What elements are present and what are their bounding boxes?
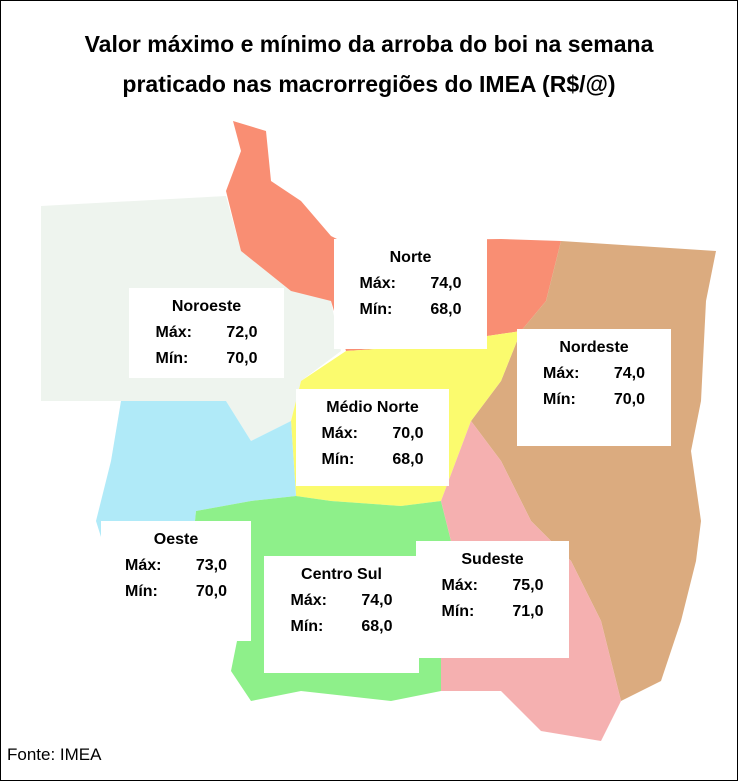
max-row: Máx: 74,0 — [334, 275, 487, 293]
title-line: Valor máximo e mínimo da arroba do boi n… — [84, 31, 654, 57]
min-label: Mín: — [543, 391, 576, 408]
max-label: Máx: — [155, 324, 192, 341]
min-label: Mín: — [155, 350, 189, 367]
region-name: Médio Norte — [326, 399, 419, 416]
region-label-box: Oeste Máx: 73,0 Mín: 70,0 — [101, 521, 251, 641]
min-row: Mín: 70,0 — [129, 350, 284, 368]
region-label-box: Norte Máx: 74,0 Mín: 68,0 — [334, 239, 487, 349]
max-value: 72,0 — [226, 324, 258, 341]
region-label-box: Centro Sul Máx: 74,0 Mín: 68,0 — [264, 556, 419, 673]
max-row: Máx: 72,0 — [129, 324, 284, 342]
min-row: Mín: 68,0 — [264, 618, 419, 636]
region-label-box: Noroeste Máx: 72,0 Mín: 70,0 — [129, 288, 284, 378]
region-name: Oeste — [153, 531, 199, 548]
min-value: 70,0 — [195, 583, 227, 600]
max-value: 74,0 — [430, 275, 462, 292]
min-row: Mín: 70,0 — [101, 583, 251, 601]
title-line: praticado nas macrorregiões do IMEA (R$/… — [122, 71, 616, 97]
max-row: Máx: 70,0 — [296, 425, 449, 443]
min-row: Mín: 68,0 — [334, 301, 487, 319]
max-label: Máx: — [441, 577, 478, 594]
max-value: 74,0 — [613, 365, 645, 382]
max-label: Máx: — [543, 365, 580, 382]
min-label: Mín: — [321, 451, 355, 468]
region-name: Noroeste — [171, 298, 242, 315]
max-label: Máx: — [125, 557, 162, 574]
max-label: Máx: — [290, 592, 327, 609]
min-label: Mín: — [290, 618, 324, 635]
max-value: 70,0 — [392, 425, 424, 442]
region-name: Sudeste — [461, 551, 524, 568]
max-label: Máx: — [321, 425, 358, 442]
region-label-box: Sudeste Máx: 75,0 Mín: 71,0 — [416, 541, 569, 658]
max-row: Máx: 73,0 — [101, 557, 251, 575]
region-name: Nordeste — [559, 339, 629, 356]
min-label: Mín: — [359, 301, 393, 318]
max-row: Máx: 74,0 — [517, 365, 671, 383]
region-name: Norte — [389, 249, 432, 266]
region-label-box: Nordeste Máx: 74,0 Mín: 70,0 — [517, 329, 671, 446]
min-row: Mín: 70,0 — [517, 391, 671, 409]
min-value: 68,0 — [430, 301, 462, 318]
max-value: 75,0 — [512, 577, 544, 594]
max-row: Máx: 75,0 — [416, 577, 569, 595]
min-label: Mín: — [125, 583, 158, 600]
min-value: 68,0 — [361, 618, 393, 635]
min-row: Mín: 68,0 — [296, 451, 449, 469]
max-value: 74,0 — [361, 592, 393, 609]
region-label-box: Médio Norte Máx: 70,0 Mín: 68,0 — [296, 389, 449, 486]
min-value: 70,0 — [226, 350, 258, 367]
min-row: Mín: 71,0 — [416, 603, 569, 621]
min-value: 70,0 — [613, 391, 645, 408]
max-label: Máx: — [359, 275, 396, 292]
region-name: Centro Sul — [301, 566, 382, 583]
source: Fonte: IMEA — [7, 745, 102, 764]
max-row: Máx: 74,0 — [264, 592, 419, 610]
max-value: 73,0 — [195, 557, 227, 574]
min-value: 68,0 — [392, 451, 424, 468]
min-label: Mín: — [441, 603, 475, 620]
min-value: 71,0 — [512, 603, 544, 620]
